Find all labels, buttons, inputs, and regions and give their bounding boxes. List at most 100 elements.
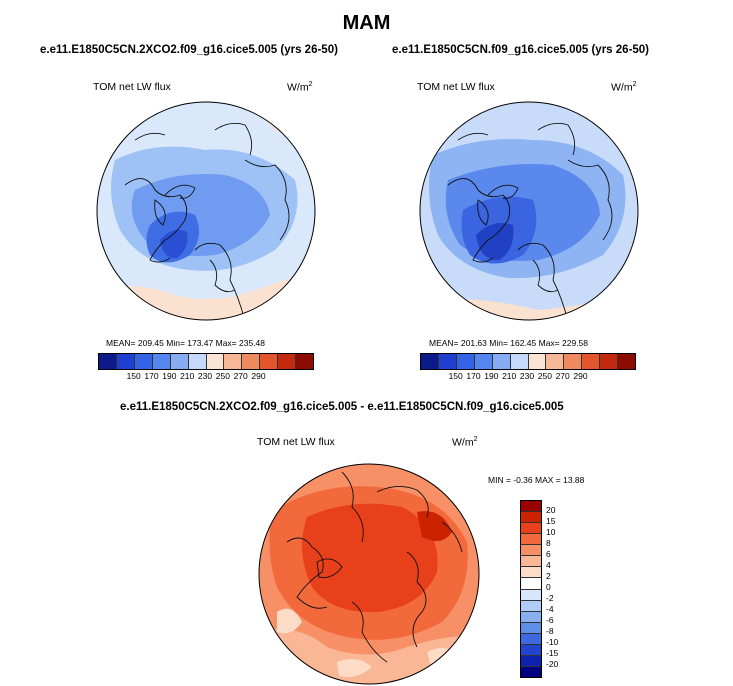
colorbar-tick-label: 250	[537, 371, 552, 381]
colorbar-swatch	[260, 354, 279, 369]
colorbar-tick-label: 290	[251, 371, 266, 381]
difference-variable-label: TOM net LW flux	[257, 436, 335, 448]
colorbar-swatch	[421, 354, 439, 369]
colorbar-tick-label: 4	[546, 560, 551, 570]
colorbar-tick-label: 150	[126, 371, 141, 381]
colorbar-swatch	[521, 512, 541, 524]
left-colorbar	[98, 353, 314, 370]
colorbar-swatch	[188, 354, 207, 369]
colorbar-tick-label: 190	[162, 371, 177, 381]
left-polar-map	[96, 101, 316, 321]
colorbar-tick-label: 170	[466, 371, 481, 381]
right-coastlines	[447, 122, 613, 320]
left-coastlines	[124, 122, 290, 320]
right-deepest-blue	[476, 222, 514, 261]
colorbar-swatch	[224, 354, 243, 369]
difference-coastlines	[286, 471, 463, 663]
right-stats: MEAN= 201.63 Min= 162.45 Max= 229.58	[429, 338, 589, 348]
colorbar-tick-label: 170	[144, 371, 159, 381]
colorbar-swatch	[521, 578, 541, 590]
colorbar-tick-label: 150	[448, 371, 463, 381]
colorbar-swatch	[521, 523, 541, 535]
colorbar-tick-label: 270	[555, 371, 570, 381]
colorbar-swatch	[242, 354, 261, 369]
colorbar-swatch	[521, 611, 541, 623]
colorbar-swatch	[521, 600, 541, 612]
colorbar-swatch	[510, 354, 529, 369]
colorbar-tick-label: -20	[546, 659, 559, 669]
colorbar-swatch	[521, 556, 541, 568]
colorbar-swatch	[528, 354, 547, 369]
colorbar-tick-label: 10	[546, 527, 556, 537]
colorbar-tick-label: 190	[484, 371, 499, 381]
diff-pale-patch-3	[337, 658, 372, 677]
colorbar-tick-label: 210	[502, 371, 517, 381]
left-units-label: W/m2	[287, 81, 313, 94]
colorbar-tick-label: -8	[546, 626, 554, 636]
colorbar-swatch	[170, 354, 189, 369]
colorbar-tick-label: 230	[197, 371, 213, 381]
right-polar-map	[419, 101, 639, 321]
colorbar-swatch	[521, 633, 541, 645]
colorbar-tick-label: -15	[546, 648, 559, 658]
colorbar-tick-label: 210	[180, 371, 195, 381]
colorbar-swatch	[546, 354, 565, 369]
colorbar-swatch	[456, 354, 475, 369]
colorbar-swatch	[438, 354, 457, 369]
colorbar-swatch	[116, 354, 135, 369]
colorbar-tick-label: -2	[546, 593, 554, 603]
difference-stats: MIN = -0.36 MAX = 13.88	[488, 475, 585, 485]
right-case-title: e.e11.E1850C5CN.f09_g16.cice5.005 (yrs 2…	[392, 44, 650, 56]
colorbar-tick-label: 20	[546, 505, 556, 515]
colorbar-swatch	[521, 567, 541, 579]
right-variable-label: TOM net LW flux	[417, 81, 495, 93]
left-stats: MEAN= 209.45 Min= 173.47 Max= 235.48	[106, 338, 266, 348]
colorbar-swatch	[521, 655, 541, 667]
colorbar-tick-label: 6	[546, 549, 551, 559]
colorbar-swatch	[521, 534, 541, 546]
colorbar-swatch	[582, 354, 601, 369]
colorbar-tick-label: 2	[546, 571, 551, 581]
difference-polar-map	[258, 463, 480, 685]
left-variable-label: TOM net LW flux	[93, 81, 171, 93]
difference-title: e.e11.E1850C5CN.2XCO2.f09_g16.cice5.005 …	[120, 401, 564, 413]
right-colorbar	[420, 353, 636, 370]
colorbar-swatch	[521, 589, 541, 601]
colorbar-swatch	[521, 644, 541, 656]
colorbar-swatch	[618, 354, 636, 369]
colorbar-tick-label: 250	[215, 371, 230, 381]
colorbar-swatch	[492, 354, 511, 369]
left-deepest-blue	[160, 229, 188, 259]
diff-pale-patch-2	[427, 648, 462, 671]
colorbar-tick-label: 230	[519, 371, 535, 381]
colorbar-swatch	[521, 666, 541, 677]
season-title: MAM	[342, 12, 391, 34]
colorbar-swatch	[600, 354, 619, 369]
left-case-title: e.e11.E1850C5CN.2XCO2.f09_g16.cice5.005 …	[40, 44, 338, 56]
difference-units-label: W/m2	[452, 436, 478, 449]
diff-pale-patch-1	[277, 608, 302, 634]
colorbar-swatch	[564, 354, 583, 369]
colorbar-swatch	[474, 354, 493, 369]
right-units-label: W/m2	[611, 81, 637, 94]
colorbar-swatch	[206, 354, 225, 369]
colorbar-tick-label: 270	[233, 371, 248, 381]
colorbar-tick-label: 290	[573, 371, 588, 381]
diff-strong-orange	[302, 503, 438, 613]
colorbar-tick-label: -10	[546, 637, 559, 647]
colorbar-swatch	[296, 354, 314, 369]
colorbar-tick-label: -4	[546, 604, 554, 614]
colorbar-tick-label: 8	[546, 538, 551, 548]
difference-colorbar	[520, 500, 542, 678]
colorbar-swatch	[521, 622, 541, 634]
colorbar-swatch	[521, 501, 541, 513]
colorbar-swatch	[278, 354, 297, 369]
colorbar-tick-label: -6	[546, 615, 554, 625]
colorbar-tick-label: 15	[546, 516, 556, 526]
colorbar-tick-label: 0	[546, 582, 551, 592]
colorbar-swatch	[99, 354, 117, 369]
colorbar-swatch	[152, 354, 171, 369]
colorbar-swatch	[521, 545, 541, 557]
diff-strong-orange-east	[417, 511, 452, 541]
colorbar-swatch	[134, 354, 153, 369]
